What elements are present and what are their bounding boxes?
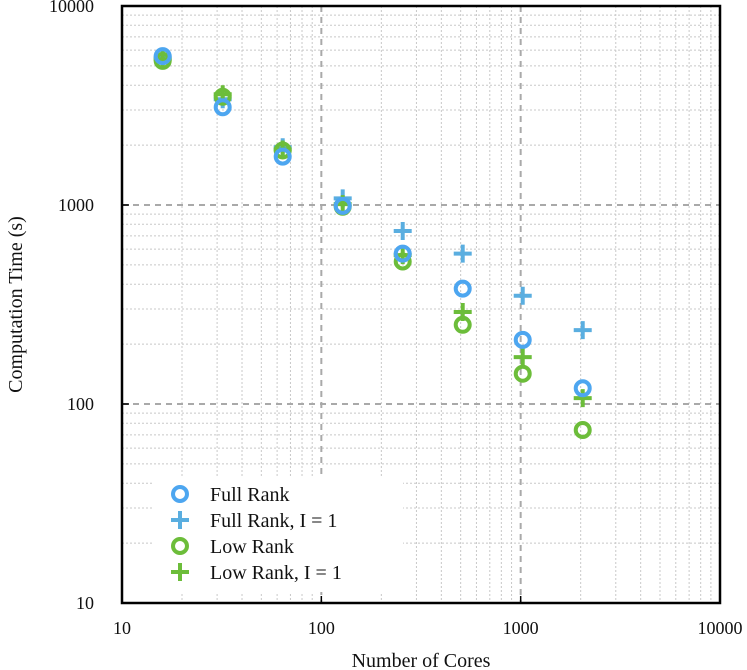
circle-point [213,98,232,117]
series-group [153,47,592,398]
y-axis-label: Computation Time (s) [5,216,27,393]
plus-point [393,222,412,241]
legend-label: Full Rank [210,484,289,506]
x-tick-label: 1000 [503,618,539,638]
legend-label: Full Rank, I = 1 [210,510,337,532]
legend-marker [171,511,189,529]
circle-point [573,421,592,440]
plus-point [573,389,592,408]
plus-point [453,244,472,263]
plus-point [453,302,472,321]
plus-point [513,286,532,305]
circle-point [513,330,532,349]
legend-marker [171,563,189,581]
axis-ticks: 10 100 1000 10000 10 100 1000 10000 [49,0,743,638]
legend-marker [171,485,189,503]
legend-label: Low Rank, I = 1 [210,562,342,584]
plot-frame [120,4,722,605]
x-tick-label: 10 [113,618,131,638]
circle-point [273,147,292,166]
x-tick-label: 100 [308,618,335,638]
circle-point [513,364,532,383]
legend: Full Rank Full Rank, I = 1 Low Rank Low Ran… [171,484,342,584]
legend-box [153,476,403,592]
legend-label: Low Rank [210,536,294,558]
circle-point [573,379,592,398]
circle-point [393,244,412,263]
circle-point [333,196,352,215]
circle-point [453,279,472,298]
y-tick-label: 100 [67,394,94,414]
y-tick-label: 10000 [49,0,94,16]
plus-point [573,321,592,340]
y-tick-label: 10 [76,593,94,613]
data-markers [153,47,592,440]
legend-marker [171,537,189,555]
circle-point [153,47,172,66]
plus-point [513,348,532,367]
x-tick-label: 10000 [698,618,743,638]
legend-background [153,476,403,592]
x-axis-label: Number of Cores [352,650,491,670]
series-group [153,51,592,440]
y-tick-label: 1000 [58,195,94,215]
